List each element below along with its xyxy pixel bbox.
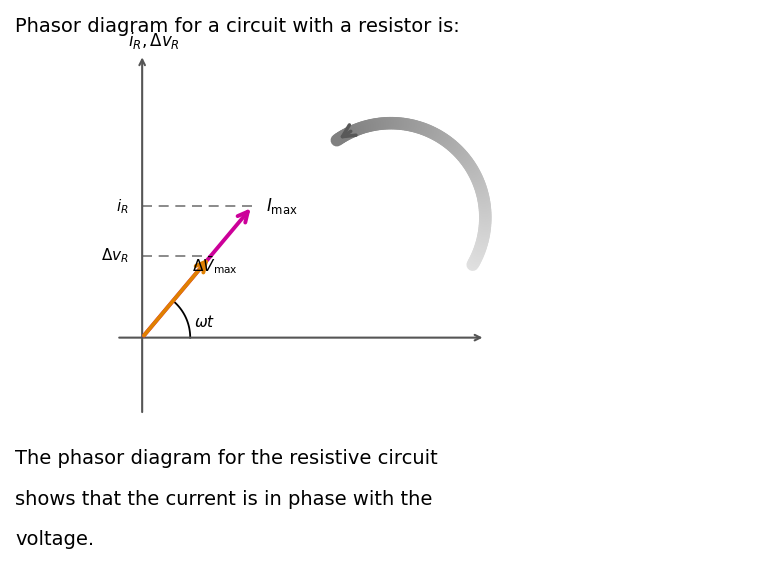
Text: $\Delta \bar{V}_{\mathrm{max}}$: $\Delta \bar{V}_{\mathrm{max}}$: [192, 254, 238, 275]
Text: Phasor diagram for a circuit with a resistor is:: Phasor diagram for a circuit with a resi…: [15, 17, 460, 36]
Text: $i_R, \Delta v_R$: $i_R, \Delta v_R$: [128, 30, 180, 51]
Text: $i_R$: $i_R$: [116, 197, 128, 215]
Text: $\omega t$: $\omega t$: [194, 314, 215, 330]
Text: $I_{\mathrm{max}}$: $I_{\mathrm{max}}$: [266, 196, 298, 216]
Text: $\Delta v_R$: $\Delta v_R$: [101, 247, 128, 266]
Text: shows that the current is in phase with the: shows that the current is in phase with …: [15, 490, 432, 509]
Text: The phasor diagram for the resistive circuit: The phasor diagram for the resistive cir…: [15, 449, 438, 468]
Text: voltage.: voltage.: [15, 530, 94, 549]
